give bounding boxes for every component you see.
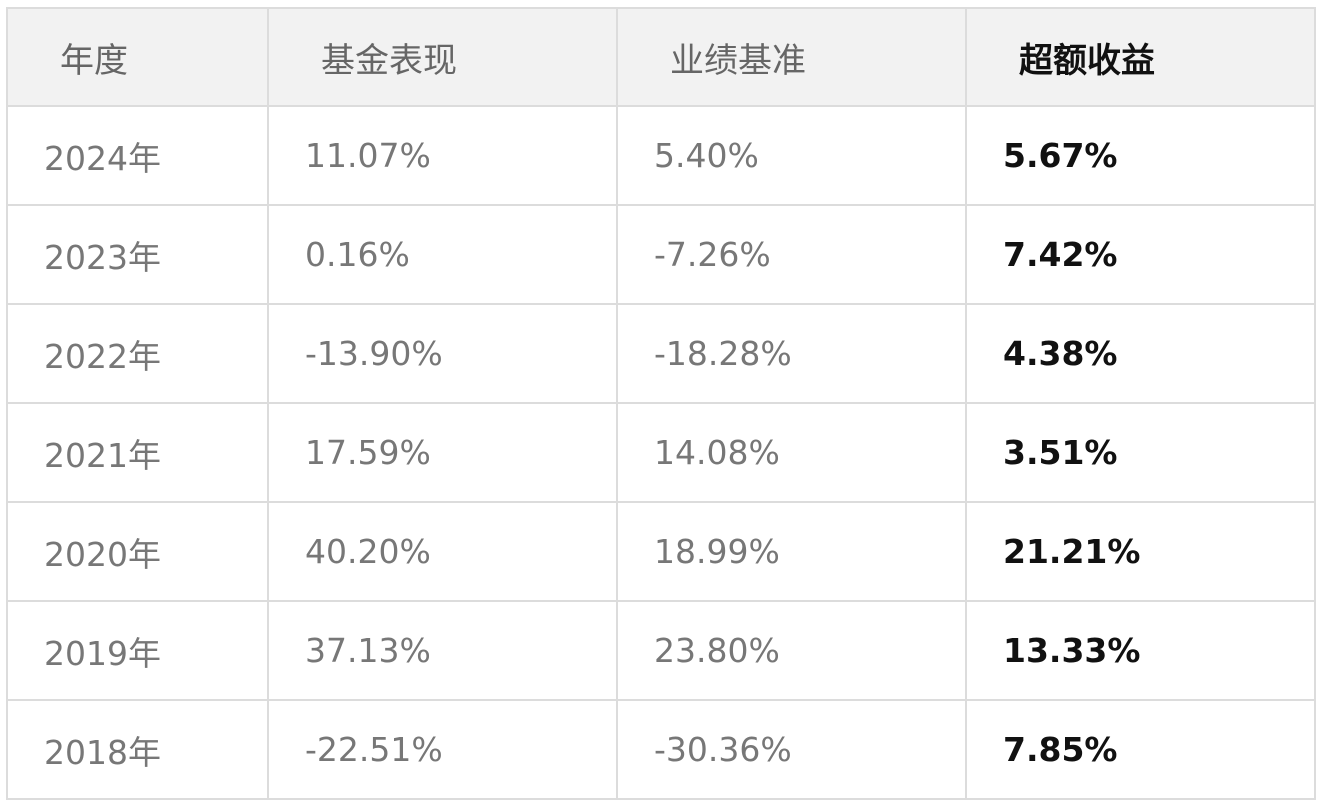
cell-fund: 17.59% [267,402,618,503]
cell-benchmark: 23.80% [616,600,967,701]
cell-fund: -22.51% [267,699,618,800]
cell-excess: 13.33% [965,600,1316,701]
cell-year: 2019年 [6,600,269,701]
cell-benchmark: -7.26% [616,204,967,305]
table-row: 2024年 11.07% 5.40% 5.67% [6,105,1316,206]
cell-year: 2022年 [6,303,269,404]
table-row: 2021年 17.59% 14.08% 3.51% [6,402,1316,503]
performance-table-container: 年度 基金表现 业绩基准 超额收益 2024年 11.07% 5.40% 5.6… [6,7,1316,800]
cell-fund: 11.07% [267,105,618,206]
cell-year: 2018年 [6,699,269,800]
table-body: 2024年 11.07% 5.40% 5.67% 2023年 0.16% -7.… [6,105,1316,800]
cell-year: 2020年 [6,501,269,602]
cell-benchmark: 5.40% [616,105,967,206]
cell-fund: 40.20% [267,501,618,602]
header-fund-performance: 基金表现 [267,7,618,107]
performance-table: 年度 基金表现 业绩基准 超额收益 2024年 11.07% 5.40% 5.6… [6,7,1316,800]
header-row: 年度 基金表现 业绩基准 超额收益 [6,7,1316,107]
cell-benchmark: 14.08% [616,402,967,503]
header-excess-return: 超额收益 [965,7,1316,107]
cell-year: 2023年 [6,204,269,305]
cell-excess: 7.85% [965,699,1316,800]
cell-benchmark: -30.36% [616,699,967,800]
table-row: 2019年 37.13% 23.80% 13.33% [6,600,1316,701]
table-header: 年度 基金表现 业绩基准 超额收益 [6,7,1316,107]
cell-excess: 3.51% [965,402,1316,503]
table-row: 2023年 0.16% -7.26% 7.42% [6,204,1316,305]
cell-fund: 0.16% [267,204,618,305]
cell-excess: 5.67% [965,105,1316,206]
cell-excess: 21.21% [965,501,1316,602]
cell-fund: 37.13% [267,600,618,701]
cell-benchmark: 18.99% [616,501,967,602]
cell-excess: 4.38% [965,303,1316,404]
header-year: 年度 [6,7,269,107]
table-row: 2020年 40.20% 18.99% 21.21% [6,501,1316,602]
table-row: 2022年 -13.90% -18.28% 4.38% [6,303,1316,404]
cell-fund: -13.90% [267,303,618,404]
table-row: 2018年 -22.51% -30.36% 7.85% [6,699,1316,800]
cell-benchmark: -18.28% [616,303,967,404]
header-benchmark: 业绩基准 [616,7,967,107]
cell-excess: 7.42% [965,204,1316,305]
cell-year: 2024年 [6,105,269,206]
cell-year: 2021年 [6,402,269,503]
